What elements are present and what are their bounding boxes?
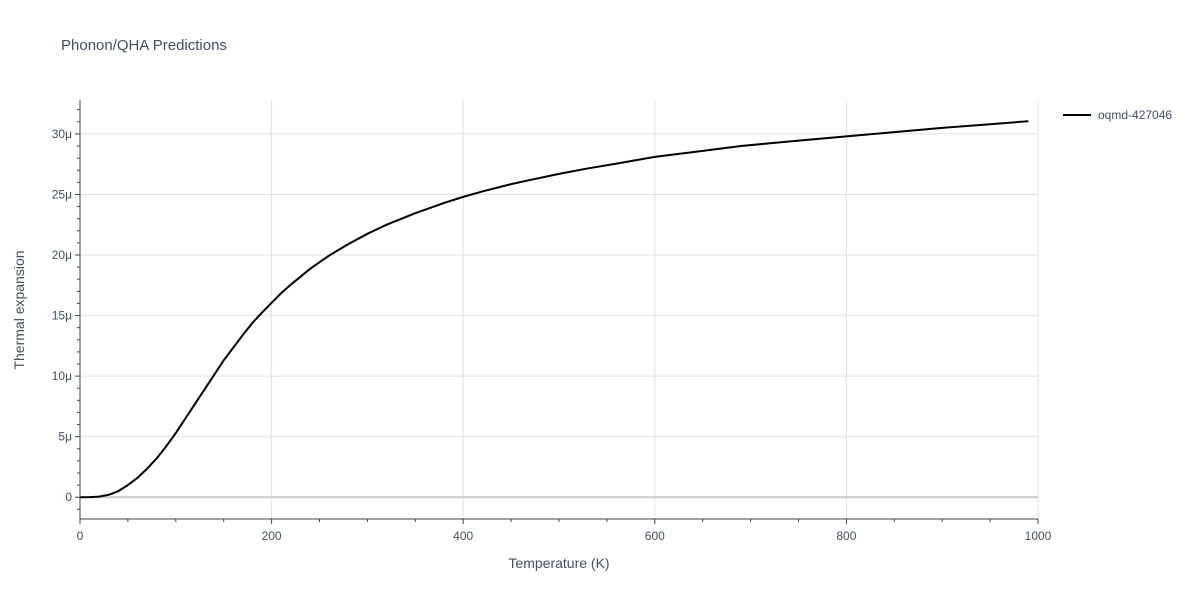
legend[interactable]: oqmd-427046 [1063,108,1172,122]
x-tick-label: 600 [645,529,665,543]
y-axis-title: Thermal expansion [11,250,27,369]
y-axis-ticks: 0 5μ 10μ 15μ 20μ 25μ 30μ [52,109,80,510]
y-tick-label: 0 [65,490,72,504]
y-tick-label: 30μ [52,127,72,141]
x-tick-label: 200 [262,529,282,543]
series-layer [79,120,1029,499]
x-gridlines [271,100,1039,519]
y-tick-label: 5μ [58,430,72,444]
y-gridlines [80,133,1038,438]
x-axis-ticks: 0 200 400 600 800 1000 [77,519,1052,543]
y-tick-label: 25μ [52,187,72,201]
x-tick-label: 1000 [1025,529,1052,543]
y-tick-label: 20μ [52,248,72,262]
x-axis-title: Temperature (K) [508,555,609,571]
x-tick-label: 0 [77,529,84,543]
chart-title: Phonon/QHA Predictions [61,37,227,54]
x-tick-label: 800 [836,529,856,543]
y-tick-label: 15μ [52,309,72,323]
y-tick-label: 10μ [52,369,72,383]
legend-label: oqmd-427046 [1098,108,1172,122]
x-tick-label: 400 [453,529,473,543]
series-line [79,120,1029,499]
